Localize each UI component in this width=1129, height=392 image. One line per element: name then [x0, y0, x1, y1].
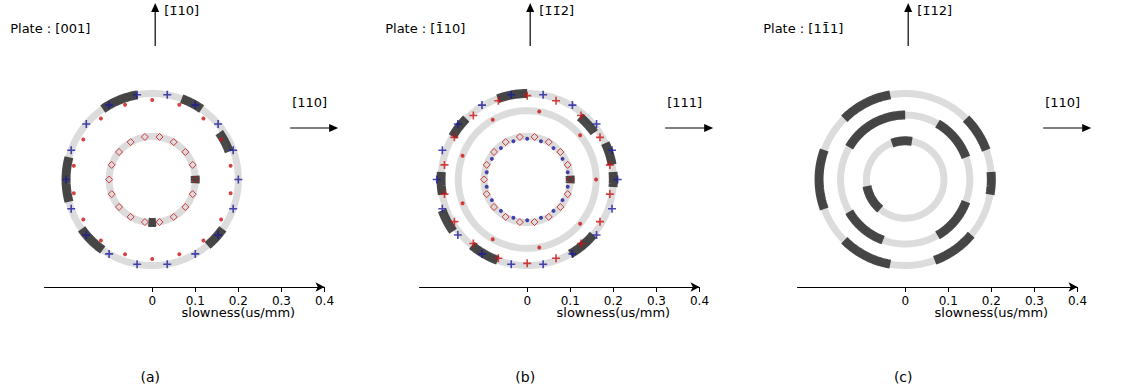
svg-text:[1̄12]: [1̄12]	[917, 3, 952, 18]
svg-text:(b): (b)	[515, 369, 535, 385]
svg-text:Plate : [1̄10]: Plate : [1̄10]	[385, 21, 465, 36]
svg-text:[110]: [110]	[1045, 95, 1080, 110]
svg-text:0.2: 0.2	[982, 294, 1001, 308]
svg-text:slowness(us/mm): slowness(us/mm)	[934, 305, 1049, 320]
svg-text:0: 0	[901, 294, 909, 308]
svg-text:Plate : [11̄1]: Plate : [11̄1]	[763, 21, 843, 36]
svg-text:0.1: 0.1	[939, 294, 958, 308]
svg-text:0.4: 0.4	[315, 294, 334, 308]
svg-text:(a): (a)	[140, 369, 160, 385]
svg-text:0.3: 0.3	[1025, 294, 1044, 308]
svg-text:Plate : [001]: Plate : [001]	[10, 21, 90, 36]
svg-text:0.4: 0.4	[1068, 294, 1087, 308]
svg-text:slowness(us/mm): slowness(us/mm)	[181, 305, 296, 320]
svg-text:0.3: 0.3	[647, 294, 666, 308]
svg-text:0.1: 0.1	[561, 294, 580, 308]
svg-text:0: 0	[523, 294, 531, 308]
svg-text:0.2: 0.2	[604, 294, 623, 308]
svg-text:[1̄10]: [1̄10]	[164, 3, 199, 18]
svg-text:[1̄1̄2]: [1̄1̄2]	[539, 3, 574, 18]
svg-text:[110]: [110]	[292, 95, 327, 110]
svg-text:(c): (c)	[894, 369, 913, 385]
svg-text:0.1: 0.1	[186, 294, 205, 308]
svg-text:[111]: [111]	[667, 95, 702, 110]
svg-text:0.4: 0.4	[690, 294, 709, 308]
svg-text:0.3: 0.3	[272, 294, 291, 308]
svg-text:0: 0	[148, 294, 156, 308]
svg-text:slowness(us/mm): slowness(us/mm)	[556, 305, 671, 320]
svg-text:0.2: 0.2	[229, 294, 248, 308]
